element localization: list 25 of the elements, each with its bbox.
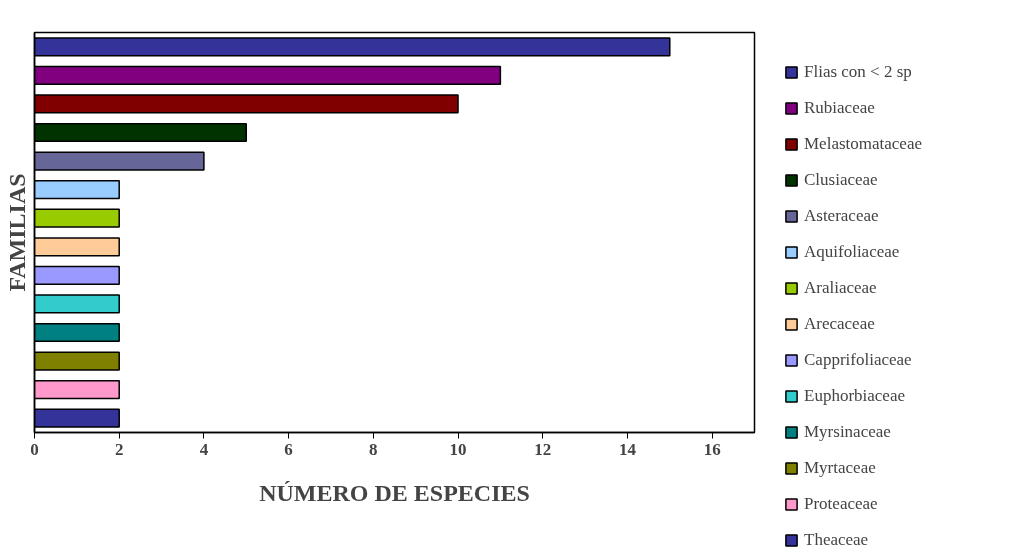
x-tick-label: 8 [369,439,378,459]
x-tick-label: 12 [534,439,552,459]
legend-label: Myrsinaceae [804,422,891,442]
legend-label: Myrtaceae [804,458,876,478]
legend-label: Melastomataceae [804,134,922,154]
legend-label: Clusiaceae [804,170,878,190]
legend-label: Proteaceae [804,494,878,514]
x-tick-label: 2 [114,439,124,459]
x-axis-title: NÚMERO DE ESPECIES [259,479,530,506]
x-tick-label: 6 [284,439,293,459]
x-tick-label: 14 [618,439,637,459]
x-tick-label: 16 [703,439,721,459]
legend-label: Euphorbiaceae [804,386,905,406]
y-axis-title: FAMILIAS [3,173,30,292]
legend-label: Capprifoliaceae [804,350,912,370]
x-tick-label: 10 [449,439,467,459]
legend-label: Rubiaceae [804,98,875,118]
legend-label: Theaceae [804,530,869,550]
legend-label: Arecaceae [804,314,875,334]
legend-label: Aquifoliaceae [804,242,900,262]
legend-label: Flias con < 2 sp [804,62,912,82]
legend-label: Araliaceae [804,278,877,298]
x-tick-label: 4 [199,439,209,459]
x-tick-label: 0 [30,439,39,459]
legend-label: Asteraceae [804,206,879,226]
